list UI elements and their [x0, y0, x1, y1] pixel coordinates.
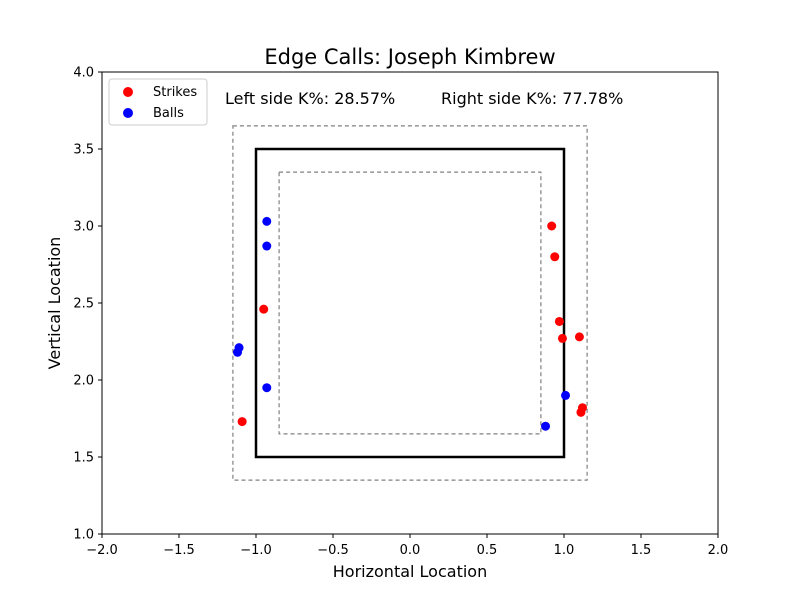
x-tick-label: 1.5	[631, 543, 652, 558]
y-tick-label: 1.5	[73, 451, 94, 466]
strikes-point	[547, 221, 557, 231]
outer-edge-zone	[232, 125, 588, 481]
y-tick-label: 3.5	[73, 143, 94, 158]
x-tick-label: −1.5	[163, 543, 195, 558]
legend-strikes-label: Strikes	[153, 85, 197, 100]
left-side-k-annotation: Left side K%: 28.57%	[225, 89, 395, 108]
legend-balls-label: Balls	[153, 106, 184, 121]
x-tick-label: 0.0	[400, 543, 421, 558]
points-layer	[233, 216, 587, 431]
chart-title: Edge Calls: Joseph Kimbrew	[264, 45, 555, 69]
strikes-point	[259, 304, 269, 314]
balls-point	[262, 241, 272, 251]
y-tick-label: 4.0	[73, 66, 94, 81]
y-tick-label: 2.5	[73, 297, 94, 312]
x-tick-label: −2.0	[86, 543, 118, 558]
balls-point	[262, 216, 272, 226]
strikes-point	[557, 333, 567, 343]
legend-box	[108, 78, 208, 126]
y-tick-label: 1.0	[73, 528, 94, 543]
strikes-point	[550, 252, 560, 262]
legend-strikes-marker	[123, 87, 133, 97]
y-axis-title: Vertical Location	[45, 237, 64, 370]
x-axis: −2.0 −1.5 −1.0 −0.5 0.0 0.5 1.0 1.5 2.0	[86, 534, 728, 558]
strikes-point	[576, 407, 586, 417]
strike-zone	[254, 147, 566, 459]
right-side-k-annotation: Right side K%: 77.78%	[441, 89, 623, 108]
zones-layer	[232, 125, 588, 481]
x-tick-label: 2.0	[708, 543, 729, 558]
y-tick-label: 3.0	[73, 220, 94, 235]
y-tick-label: 2.0	[73, 374, 94, 389]
strikes-point	[574, 332, 584, 342]
y-axis: 1.0 1.5 2.0 2.5 3.0 3.5 4.0	[73, 66, 102, 543]
x-tick-label: 0.5	[477, 543, 498, 558]
inner-edge-zone	[278, 171, 542, 435]
strikes-point	[554, 316, 564, 326]
x-tick-label: −0.5	[317, 543, 349, 558]
x-tick-label: −1.0	[240, 543, 272, 558]
strikes-point	[237, 417, 247, 427]
balls-point	[561, 390, 571, 400]
legend-balls-marker	[123, 108, 133, 118]
balls-point	[541, 421, 551, 431]
legend: Strikes Balls	[108, 78, 208, 126]
balls-point	[262, 383, 272, 393]
x-axis-title: Horizontal Location	[333, 562, 487, 581]
x-tick-label: 1.0	[554, 543, 575, 558]
balls-point	[233, 347, 243, 357]
